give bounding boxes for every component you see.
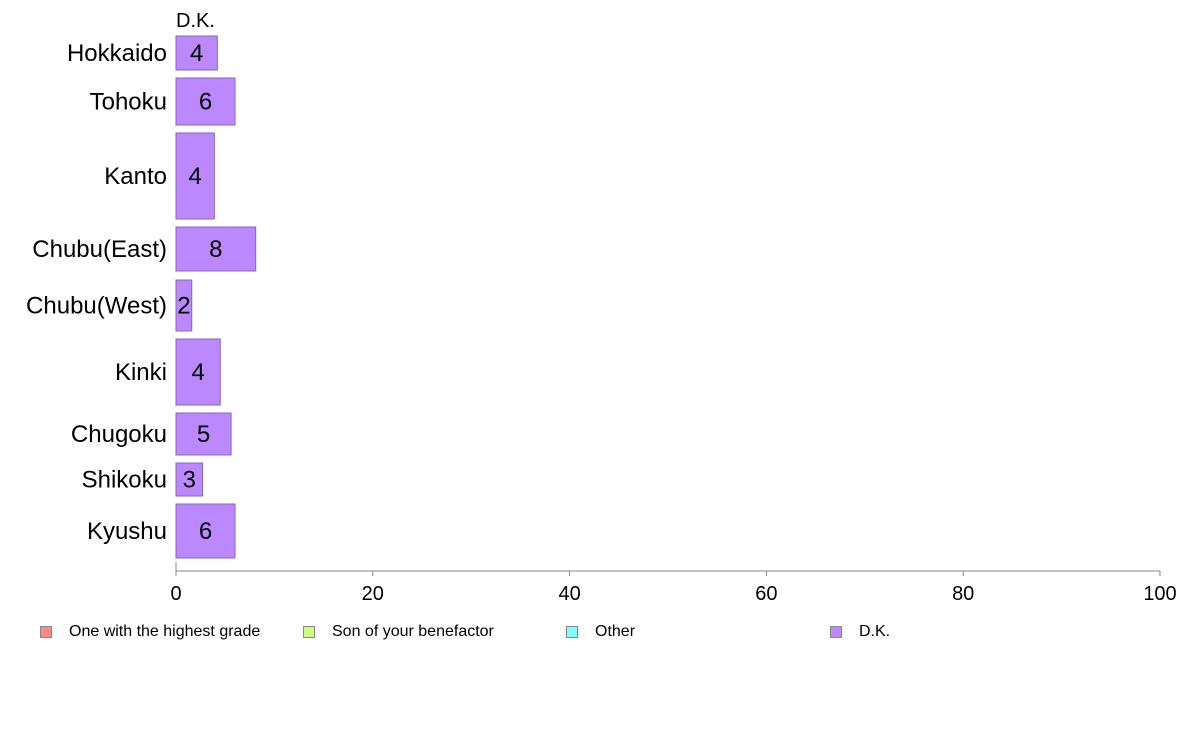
legend-label: Other [595, 623, 636, 640]
category-label: Chubu(East) [32, 236, 167, 263]
x-tick-label: 40 [558, 583, 580, 605]
bar [175, 503, 236, 559]
category-label: Kyushu [87, 518, 167, 545]
series-title: D.K. [176, 10, 215, 32]
bar [175, 35, 218, 71]
bar-data-label: 8 [209, 236, 222, 263]
legend: One with the highest grade Son of your be… [40, 623, 1140, 647]
legend-swatch [303, 626, 315, 638]
chart-area: D.K. Hokkaido 4 Tohoku 6 Kanto 4 Chubu(East) 8 C… [26, 10, 1177, 605]
x-tick-label: 80 [952, 583, 974, 605]
x-tick-label: 20 [362, 583, 384, 605]
category-label: Hokkaido [67, 40, 167, 67]
legend-item: Son of your benefactor [303, 623, 494, 641]
category-label: Kanto [104, 163, 167, 190]
bar-data-label: 6 [199, 518, 212, 545]
legend-label: D.K. [859, 623, 891, 640]
legend-item: D.K. [830, 623, 890, 641]
category-label: Chubu(West) [26, 293, 167, 320]
legend-item: One with the highest grade [40, 623, 260, 641]
x-tick-label: 0 [170, 583, 181, 605]
bar-data-label: 5 [197, 421, 210, 448]
bar-data-label: 6 [199, 89, 212, 116]
x-tick-label: 100 [1143, 583, 1176, 605]
x-axis: 0 20 40 60 80 100 [170, 562, 1177, 605]
bar [175, 412, 232, 456]
legend-swatch [566, 626, 578, 638]
x-tick-label: 60 [755, 583, 777, 605]
legend-label: One with the highest grade [69, 623, 261, 640]
category-label: Chugoku [71, 421, 167, 448]
category-label: Shikoku [82, 467, 167, 494]
bar-data-label: 4 [190, 40, 203, 67]
legend-swatch [830, 626, 842, 638]
category-label: Kinki [115, 359, 167, 386]
bar-data-label: 3 [183, 467, 196, 494]
bar [175, 338, 221, 406]
legend-item: Other [566, 623, 635, 641]
legend-swatch [40, 626, 52, 638]
bar [175, 462, 204, 497]
bar-data-label: 4 [189, 163, 202, 190]
bar-data-label: 4 [191, 359, 204, 386]
bar-data-label: 2 [177, 293, 190, 320]
legend-label: Son of your benefactor [332, 623, 494, 640]
bar [175, 77, 236, 126]
bar [175, 132, 215, 220]
bars-group: Hokkaido 4 Tohoku 6 Kanto 4 Chubu(East) 8 Chubu(… [26, 35, 257, 559]
bar [175, 226, 257, 272]
bar [175, 279, 193, 332]
category-label: Tohoku [90, 89, 167, 116]
